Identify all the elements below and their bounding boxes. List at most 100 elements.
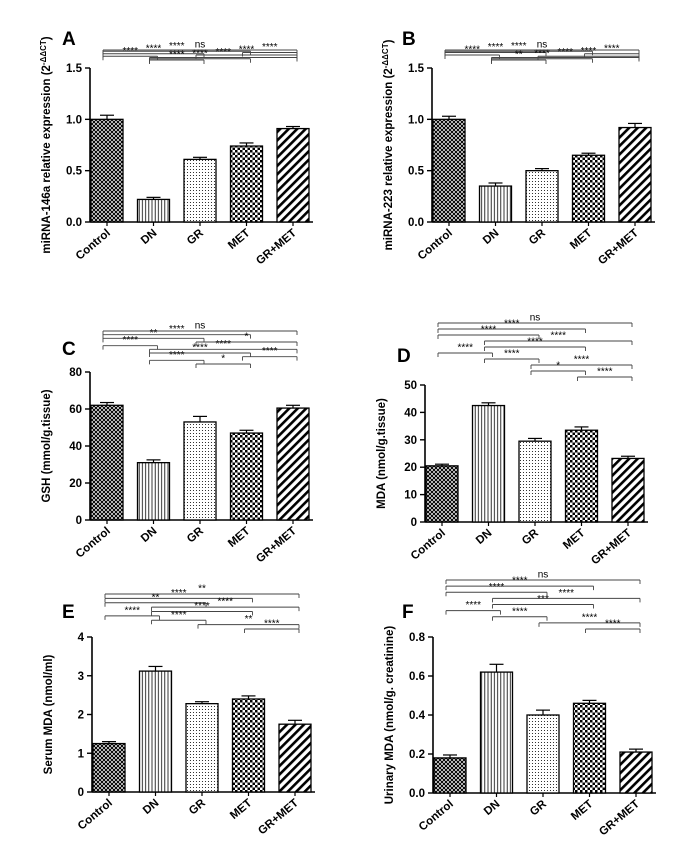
bar [229, 145, 264, 223]
x-tick-label: GR+MET [254, 227, 299, 267]
y-tick-label: 2 [78, 710, 84, 722]
x-tick-label: GR [185, 525, 206, 546]
y-tick-label: 30 [404, 435, 417, 447]
significance-label: **** [192, 343, 208, 354]
bar [185, 703, 219, 793]
significance-label: **** [169, 41, 185, 52]
bar [433, 757, 467, 794]
significance-label: **** [171, 588, 187, 599]
y-axis-label: Serum MDA (nmol/ml) [43, 654, 55, 774]
significance-label: **** [550, 331, 566, 342]
bar [231, 698, 266, 793]
x-tick-label: GR+MET [589, 527, 634, 567]
significance-label: **** [557, 47, 573, 58]
significance-label: **** [582, 612, 598, 623]
bar [90, 404, 124, 521]
y-tick-label: 0.5 [66, 166, 83, 178]
y-tick-label: 0.0 [408, 217, 424, 229]
bar [92, 742, 126, 793]
x-tick-label: MET [226, 227, 252, 252]
significance-label: **** [504, 319, 520, 330]
x-tick-label: MET [228, 797, 254, 822]
y-tick-label: 1.5 [66, 63, 83, 75]
significance-label: **** [171, 610, 187, 621]
significance-label: **** [512, 606, 528, 617]
panel-letter: D [397, 346, 411, 367]
bar [183, 421, 217, 521]
y-tick-label: 40 [404, 407, 417, 419]
panel-letter: B [402, 29, 416, 50]
significance-label: **** [124, 605, 140, 616]
x-tick-label: DN [141, 797, 161, 817]
panel-b: B 0.0 0.5 1.0 1.5 miRNA-223 relative expressi… [381, 29, 655, 267]
bar [611, 457, 645, 523]
y-tick-label: 20 [69, 478, 82, 490]
y-tick-label: 0.4 [409, 710, 426, 722]
significance-label: **** [511, 41, 527, 52]
bar [229, 432, 264, 521]
bar [571, 154, 606, 223]
y-axis-label-close: ) [41, 36, 53, 40]
significance-label: **** [581, 46, 597, 57]
panel-letter: F [402, 602, 414, 623]
y-tick-label: 3 [78, 671, 84, 683]
x-tick-label: Control [416, 227, 455, 262]
bar [564, 429, 599, 523]
x-tick-label: DN [139, 227, 159, 247]
y-tick-label: 50 [404, 380, 417, 392]
y-tick-label: 1.5 [408, 63, 425, 75]
bar [136, 461, 171, 521]
y-tick-label: 0.2 [409, 749, 425, 761]
bar [90, 118, 124, 223]
y-tick-label: 0.6 [409, 671, 425, 683]
panel-letter: E [62, 602, 75, 623]
significance-label: **** [464, 45, 480, 56]
significance-label: **** [169, 50, 185, 61]
bar [526, 714, 560, 794]
y-tick-label: 0.0 [66, 217, 82, 229]
y-axis-label: MDA (nmol/g.tissue) [376, 398, 388, 509]
x-tick-label: DN [481, 227, 501, 247]
significance-label: **** [481, 325, 497, 336]
significance-label: **** [605, 619, 621, 630]
significance-label: **** [194, 601, 210, 612]
x-tick-label: DN [474, 527, 494, 547]
y-tick-label: 80 [69, 367, 82, 379]
y-tick-label: 0 [411, 517, 417, 529]
y-axis-label: miRNA-223 relative expression (2-ΔΔCT) [381, 39, 396, 250]
significance-label: **** [169, 324, 185, 335]
y-tick-label: 1 [78, 748, 85, 760]
significance-label: ns [537, 40, 548, 51]
y-axis-label: miRNA-146a relative expression (2-ΔΔCT) [39, 36, 54, 253]
significance-label: ** [245, 614, 253, 625]
bar [525, 170, 559, 223]
significance-label: **** [465, 600, 481, 611]
significance-label: **** [604, 43, 620, 54]
significance-label: **** [262, 42, 278, 53]
bar [278, 723, 312, 793]
y-tick-label: 10 [404, 490, 417, 502]
x-tick-label: MET [569, 798, 595, 823]
x-tick-label: MET [568, 227, 594, 252]
panel-c: C 0 20 40 60 80 GSH (mmol/g.tissue) Control DN GR… [41, 321, 313, 565]
x-tick-label: MET [561, 527, 587, 552]
significance-label: ns [195, 40, 206, 51]
x-tick-label: DN [482, 798, 502, 818]
x-tick-label: GR [528, 798, 549, 819]
x-tick-label: Control [74, 525, 113, 560]
panel-a: A 0.0 0.5 1.0 1.5 miRNA-146a relative express… [39, 29, 313, 267]
bar [183, 158, 217, 223]
significance-label: **** [217, 597, 233, 608]
y-axis-label-superscript: -ΔΔCT [381, 43, 390, 68]
significance-label: ns [530, 313, 541, 324]
significance-label: **** [512, 576, 528, 587]
x-tick-label: Control [76, 797, 115, 832]
bar [479, 671, 514, 794]
bar [518, 440, 552, 523]
y-tick-label: 0 [76, 515, 82, 527]
bar [138, 670, 173, 793]
significance-label: ns [538, 570, 549, 581]
x-tick-label: GR+MET [596, 227, 641, 267]
y-tick-label: 1.0 [66, 114, 82, 126]
significance-label: **** [239, 45, 255, 56]
